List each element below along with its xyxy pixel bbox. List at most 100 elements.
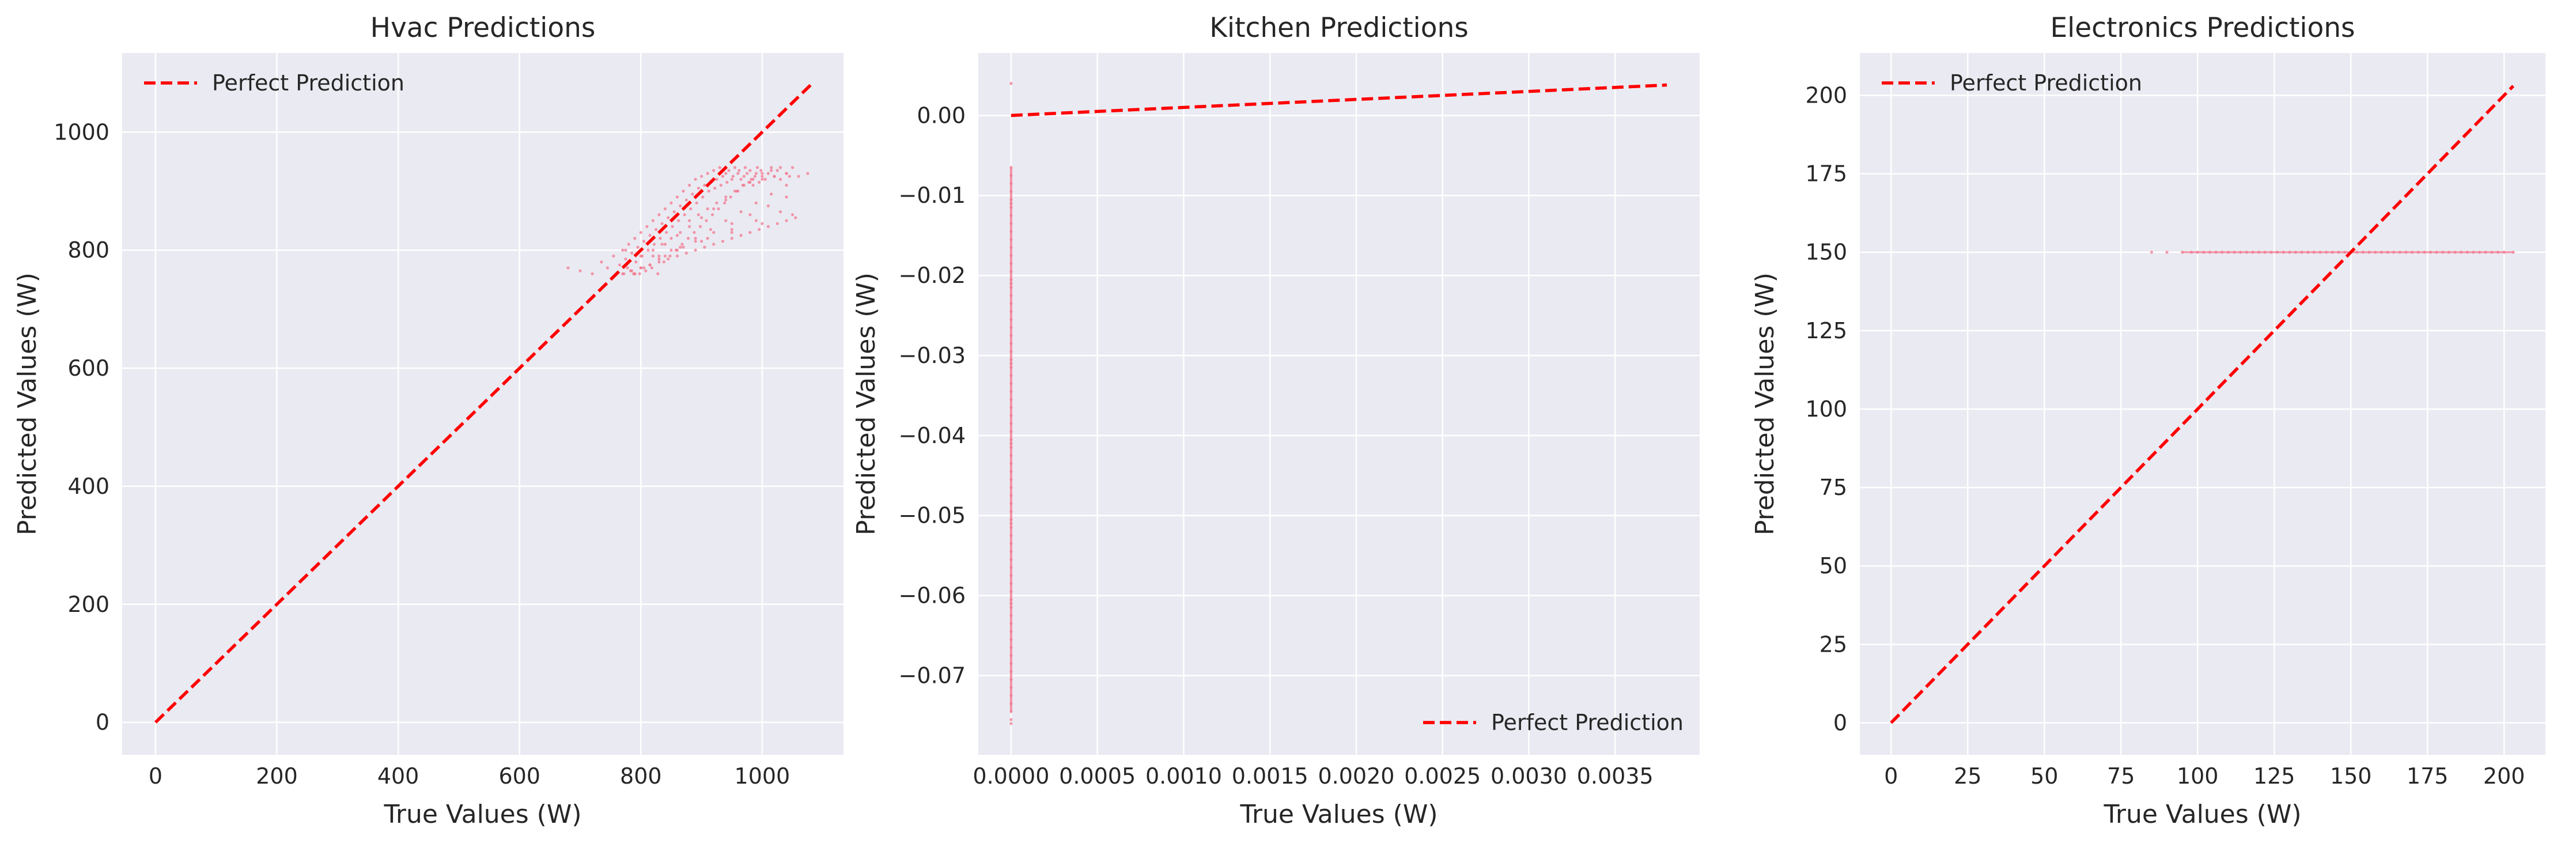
scatter-point (785, 172, 788, 175)
scatter-point (770, 192, 773, 196)
scatter-point (785, 195, 788, 199)
scatter-point (2165, 251, 2169, 254)
scatter-point (754, 219, 758, 222)
scatter-point (733, 190, 737, 193)
scatter-point (624, 257, 627, 261)
chart-title: Hvac Predictions (370, 12, 596, 44)
scatter-point (730, 230, 733, 235)
scatter-point (727, 169, 731, 172)
y-tick-label: −0.07 (899, 663, 966, 689)
scatter-point (742, 183, 746, 187)
scatter-point (705, 219, 708, 222)
scatter-point (751, 177, 755, 181)
scatter-point (706, 207, 709, 211)
scatter-point (687, 183, 691, 187)
scatter-point (694, 177, 697, 181)
scatter-point (790, 213, 795, 217)
scatter-point (689, 207, 693, 211)
scatter-point (701, 195, 705, 199)
scatter-point (713, 186, 717, 190)
scatter-point (2150, 251, 2154, 254)
scatter-point (736, 190, 740, 193)
scatter-point (634, 260, 638, 264)
scatter-point (761, 222, 764, 225)
scatter-point (663, 254, 667, 258)
y-tick-label: 100 (1805, 396, 1847, 422)
scatter-point (657, 260, 661, 264)
scatter-point (651, 219, 655, 222)
x-tick-label: 150 (2330, 763, 2372, 789)
scatter-point (730, 177, 733, 181)
scatter-point (778, 210, 782, 214)
x-tick-label: 175 (2407, 763, 2449, 789)
scatter-point (770, 169, 773, 172)
scatter-point (676, 219, 680, 222)
scatter-point (645, 225, 649, 228)
scatter-point (621, 248, 625, 252)
scatter-point (633, 272, 637, 275)
x-tick-label: 0.0035 (1577, 763, 1654, 789)
scatter-point (630, 269, 634, 273)
scatter-point (651, 254, 655, 258)
x-tick-label: 125 (2253, 763, 2295, 789)
scatter-point (700, 216, 703, 220)
scatter-point (759, 169, 763, 172)
scatter-points (2150, 251, 2515, 254)
scatter-point (758, 228, 761, 231)
scatter-point (618, 263, 622, 267)
y-tick-label: 0 (1833, 710, 1847, 735)
scatter-point (761, 172, 764, 175)
scatter-points (1009, 82, 1013, 725)
scatter-point (778, 166, 782, 169)
y-tick-label: −0.02 (899, 263, 966, 288)
legend-label: Perfect Prediction (1950, 70, 2142, 96)
scatter-point (687, 219, 691, 222)
scatter-point (642, 240, 646, 243)
scatter-point (766, 225, 770, 228)
x-axis-label: True Values (W) (2103, 800, 2301, 829)
scatter-point (660, 222, 664, 225)
scatter-point (691, 192, 694, 196)
scatter-point (730, 237, 733, 240)
scatter-point (697, 186, 700, 190)
scatter-point (763, 177, 767, 181)
scatter-point (731, 175, 735, 178)
scatter-point (657, 213, 661, 217)
scatter-point (1009, 718, 1013, 721)
scatter-point (730, 222, 733, 225)
scatter-point (730, 228, 733, 231)
scatter-point (753, 175, 756, 178)
scatter-point (712, 169, 716, 172)
x-tick-label: 0.0025 (1404, 763, 1481, 789)
scatter-point (671, 225, 674, 228)
chart-title: Kitchen Predictions (1209, 12, 1469, 44)
scatter-point (712, 243, 716, 246)
scatter-point (761, 177, 764, 181)
scatter-point (675, 248, 679, 252)
scatter-point (754, 172, 758, 175)
scatter-point (761, 175, 764, 178)
scatter-point (794, 216, 797, 220)
scatter-point (664, 230, 668, 235)
x-tick-label: 100 (2177, 763, 2219, 789)
scatter-point (695, 201, 698, 205)
scatter-point (600, 260, 603, 264)
scatter-point (743, 166, 747, 169)
scatter-point (669, 237, 673, 240)
scatter-point (712, 207, 716, 211)
y-tick-label: 150 (1805, 240, 1847, 265)
scatter-point (679, 230, 682, 235)
y-tick-label: −0.03 (899, 343, 966, 368)
scatter-point (724, 219, 728, 222)
scatter-point (754, 201, 758, 205)
x-tick-label: 75 (2107, 763, 2135, 789)
scatter-point (766, 172, 770, 175)
x-tick-label: 200 (2483, 763, 2525, 789)
scatter-point (651, 248, 655, 252)
y-axis-label: Predicted Values (W) (1750, 273, 1780, 535)
scatter-point (748, 180, 752, 184)
scatter-point (606, 266, 609, 270)
scatter-point (719, 183, 723, 187)
scatter-point (693, 230, 696, 235)
scatter-point (739, 233, 743, 237)
